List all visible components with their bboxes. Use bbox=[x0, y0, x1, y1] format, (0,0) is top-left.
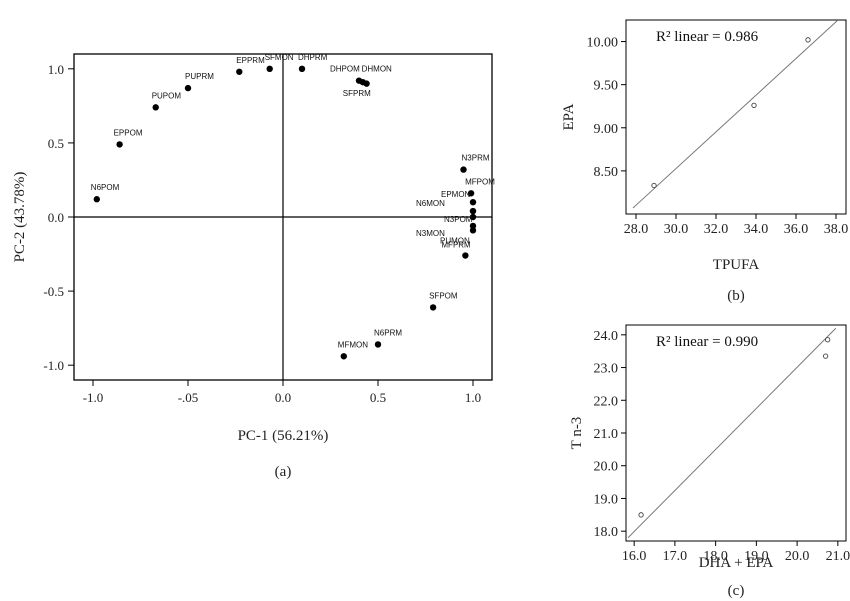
data-point bbox=[469, 222, 477, 230]
x-axis-label: DHA + EPA bbox=[699, 555, 774, 571]
y-tick-label: 0.0 bbox=[48, 210, 64, 225]
point-label: N6POM bbox=[91, 183, 120, 192]
point-label: DHPRM bbox=[298, 53, 328, 62]
point-label: MFPOM bbox=[465, 177, 495, 186]
r-squared-annotation: R² linear = 0.986 bbox=[656, 29, 759, 45]
point-label: PUPOM bbox=[152, 91, 182, 100]
y-tick-label: 19.0 bbox=[594, 492, 619, 507]
x-tick-label: 18.0 bbox=[703, 549, 728, 564]
y-tick-label: 1.0 bbox=[48, 62, 64, 77]
data-point bbox=[469, 227, 477, 234]
y-tick-label: 9.00 bbox=[594, 122, 619, 137]
point-label: EPMON bbox=[441, 190, 471, 199]
x-tick-label: 1.0 bbox=[465, 390, 481, 405]
data-point bbox=[340, 353, 347, 360]
y-tick-label: 18.0 bbox=[594, 525, 619, 540]
point-label: N3POM bbox=[444, 215, 473, 224]
x-axis-label: TPUFA bbox=[713, 257, 760, 273]
x-tick-label: 17.0 bbox=[663, 549, 688, 564]
point-label: N3MON bbox=[416, 229, 445, 238]
x-tick-label: 28.0 bbox=[624, 222, 649, 237]
data-point bbox=[467, 190, 475, 197]
data-point bbox=[152, 104, 159, 111]
data-point bbox=[651, 182, 657, 189]
x-tick-label: 19.0 bbox=[744, 549, 769, 564]
data-point bbox=[469, 207, 477, 215]
data-point bbox=[363, 80, 370, 87]
r-squared-annotation: R² linear = 0.990 bbox=[656, 334, 758, 350]
y-axis-label: T n-3 bbox=[569, 417, 585, 450]
y-axis-label: PC-2 (43.78%) bbox=[12, 172, 28, 263]
data-point bbox=[822, 353, 829, 359]
data-point bbox=[825, 337, 831, 343]
point-label: EPPOM bbox=[114, 128, 143, 137]
x-tick-label: -1.0 bbox=[83, 390, 104, 405]
point-label: SFMON bbox=[265, 53, 294, 62]
x-tick-label: 20.0 bbox=[785, 549, 810, 564]
x-tick-label: -.05 bbox=[178, 390, 199, 405]
point-label: N6MON bbox=[416, 199, 445, 208]
panel-label: (c) bbox=[728, 583, 745, 599]
x-axis-label: PC-1 (56.21%) bbox=[238, 428, 329, 444]
chart-panel-1: -1.0 -.05 0.0 0.5 1.0 1.0 0.5 0.0 -0.5 -1.0 PC-1 (… bbox=[12, 53, 495, 480]
x-tick-label: 34.0 bbox=[744, 222, 769, 237]
data-point bbox=[462, 252, 469, 259]
x-tick-label: 16.0 bbox=[622, 549, 647, 564]
fit-line bbox=[627, 327, 837, 539]
data-point bbox=[751, 102, 757, 109]
y-tick-label: 24.0 bbox=[594, 329, 619, 344]
point-label: PUMON bbox=[440, 236, 470, 245]
data-point bbox=[469, 198, 477, 206]
data-point bbox=[93, 196, 101, 203]
y-tick-label: 22.0 bbox=[594, 394, 619, 409]
panel-label: (a) bbox=[275, 464, 292, 480]
fit-line bbox=[632, 20, 839, 209]
x-tick-label: 0.0 bbox=[275, 390, 291, 405]
data-point bbox=[460, 166, 467, 173]
plot-frame bbox=[625, 19, 847, 215]
point-label: MFMON bbox=[338, 340, 368, 349]
point-label: DHMON bbox=[362, 65, 392, 74]
x-tick-label: 0.5 bbox=[370, 390, 386, 405]
point-label: DHPOM bbox=[330, 65, 360, 74]
y-tick-label: -1.0 bbox=[43, 358, 64, 373]
x-tick-label: 30.0 bbox=[664, 222, 689, 237]
y-tick-label: 21.0 bbox=[594, 427, 619, 442]
y-tick-label: 8.50 bbox=[594, 165, 619, 180]
data-point bbox=[805, 37, 811, 43]
y-tick-label: 23.0 bbox=[594, 362, 619, 377]
data-point bbox=[116, 141, 123, 148]
point-label: EPPRM bbox=[236, 56, 265, 65]
point-label: SFPRM bbox=[343, 89, 371, 98]
chart-panel-3: 16.0 17.0 18.0 19.0 20.0 21.0 24.0 23.0 22.0 21.0… bbox=[569, 324, 850, 599]
data-point bbox=[298, 65, 306, 73]
point-label: MFPRM bbox=[441, 241, 471, 250]
chart-panel-2: 28.0 30.0 32.0 34.0 36.0 38.0 10.00 9.50 9.00 8.5… bbox=[561, 19, 849, 304]
point-label: N6PRM bbox=[374, 328, 402, 337]
y-tick-label: 0.5 bbox=[48, 136, 64, 151]
data-point bbox=[266, 65, 273, 73]
data-point bbox=[184, 84, 192, 92]
x-tick-label: 32.0 bbox=[704, 222, 729, 237]
data-point bbox=[429, 304, 437, 311]
data-point bbox=[638, 512, 644, 518]
y-tick-label: -0.5 bbox=[43, 284, 64, 299]
data-point bbox=[236, 68, 243, 75]
panel-label: (b) bbox=[727, 288, 745, 304]
y-tick-label: 10.00 bbox=[587, 36, 619, 51]
y-axis-label: EPA bbox=[561, 103, 577, 130]
x-tick-label: 38.0 bbox=[824, 222, 849, 237]
y-tick-label: 20.0 bbox=[594, 460, 619, 475]
plot-frame bbox=[625, 324, 847, 542]
data-point bbox=[374, 341, 382, 348]
x-tick-label: 36.0 bbox=[784, 222, 809, 237]
point-label: PUPRM bbox=[185, 72, 214, 81]
point-label: SFPOM bbox=[429, 291, 458, 300]
x-tick-label: 21.0 bbox=[826, 549, 850, 564]
point-label: N3PRM bbox=[462, 154, 490, 163]
y-tick-label: 9.50 bbox=[594, 79, 619, 94]
data-point bbox=[469, 213, 477, 221]
